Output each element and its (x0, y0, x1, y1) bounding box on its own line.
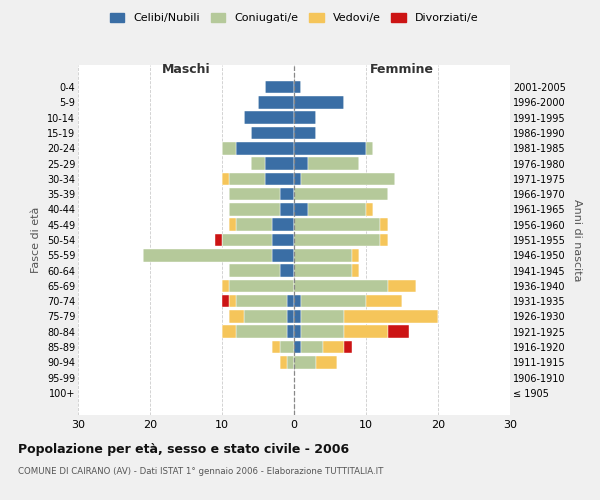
Bar (244, 112, 294, 124)
Y-axis label: Fasce di età: Fasce di età (31, 207, 41, 273)
Bar (294, 280, 388, 292)
Bar (222, 234, 272, 246)
Bar (229, 280, 294, 292)
Y-axis label: Anni di nascita: Anni di nascita (572, 198, 583, 281)
Bar (229, 218, 236, 231)
Bar (229, 172, 265, 185)
Bar (143, 249, 272, 262)
Bar (388, 326, 409, 338)
Bar (323, 340, 344, 353)
Bar (251, 158, 265, 170)
Bar (236, 142, 294, 154)
Bar (287, 295, 294, 308)
Bar (294, 96, 344, 108)
Bar (344, 326, 388, 338)
Text: Maschi: Maschi (161, 64, 211, 76)
Bar (352, 264, 359, 277)
Bar (344, 340, 352, 353)
Bar (265, 158, 294, 170)
Bar (222, 295, 229, 308)
Bar (294, 249, 352, 262)
Bar (222, 280, 229, 292)
Bar (294, 340, 301, 353)
Bar (244, 310, 287, 322)
Bar (265, 172, 294, 185)
Bar (294, 188, 388, 200)
Bar (294, 127, 316, 140)
Bar (287, 356, 294, 368)
Bar (366, 142, 373, 154)
Bar (229, 188, 280, 200)
Bar (215, 234, 222, 246)
Bar (229, 295, 236, 308)
Bar (258, 96, 294, 108)
Bar (280, 203, 294, 215)
Bar (388, 280, 416, 292)
Bar (294, 218, 380, 231)
Bar (280, 188, 294, 200)
Bar (229, 310, 244, 322)
Bar (280, 264, 294, 277)
Bar (308, 203, 366, 215)
Bar (366, 295, 402, 308)
Bar (236, 326, 287, 338)
Bar (344, 310, 438, 322)
Bar (287, 326, 294, 338)
Bar (380, 218, 388, 231)
Bar (236, 218, 272, 231)
Bar (294, 142, 366, 154)
Bar (294, 81, 301, 94)
Bar (294, 172, 301, 185)
Bar (236, 295, 287, 308)
Bar (280, 356, 287, 368)
Bar (294, 203, 308, 215)
Bar (316, 356, 337, 368)
Bar (294, 158, 308, 170)
Bar (222, 172, 229, 185)
Bar (301, 326, 344, 338)
Bar (294, 112, 316, 124)
Bar (222, 142, 236, 154)
Text: Popolazione per età, sesso e stato civile - 2006: Popolazione per età, sesso e stato civil… (18, 442, 349, 456)
Bar (301, 295, 366, 308)
Bar (294, 326, 301, 338)
Text: Femmine: Femmine (370, 64, 434, 76)
Bar (272, 340, 280, 353)
Bar (251, 127, 294, 140)
Bar (352, 249, 359, 262)
Bar (280, 340, 294, 353)
Bar (301, 172, 395, 185)
Bar (294, 295, 301, 308)
Bar (287, 310, 294, 322)
Bar (222, 326, 236, 338)
Bar (366, 203, 373, 215)
Text: COMUNE DI CAIRANO (AV) - Dati ISTAT 1° gennaio 2006 - Elaborazione TUTTITALIA.IT: COMUNE DI CAIRANO (AV) - Dati ISTAT 1° g… (18, 468, 383, 476)
Bar (308, 158, 359, 170)
Bar (272, 218, 294, 231)
Bar (294, 310, 301, 322)
Bar (229, 203, 280, 215)
Bar (380, 234, 388, 246)
Bar (272, 249, 294, 262)
Bar (294, 234, 380, 246)
Legend: Celibi/Nubili, Coniugati/e, Vedovi/e, Divorziati/e: Celibi/Nubili, Coniugati/e, Vedovi/e, Di… (105, 8, 483, 28)
Bar (229, 264, 280, 277)
Bar (301, 310, 344, 322)
Bar (294, 264, 352, 277)
Bar (294, 356, 316, 368)
Bar (265, 81, 294, 94)
Bar (272, 234, 294, 246)
Bar (301, 340, 323, 353)
